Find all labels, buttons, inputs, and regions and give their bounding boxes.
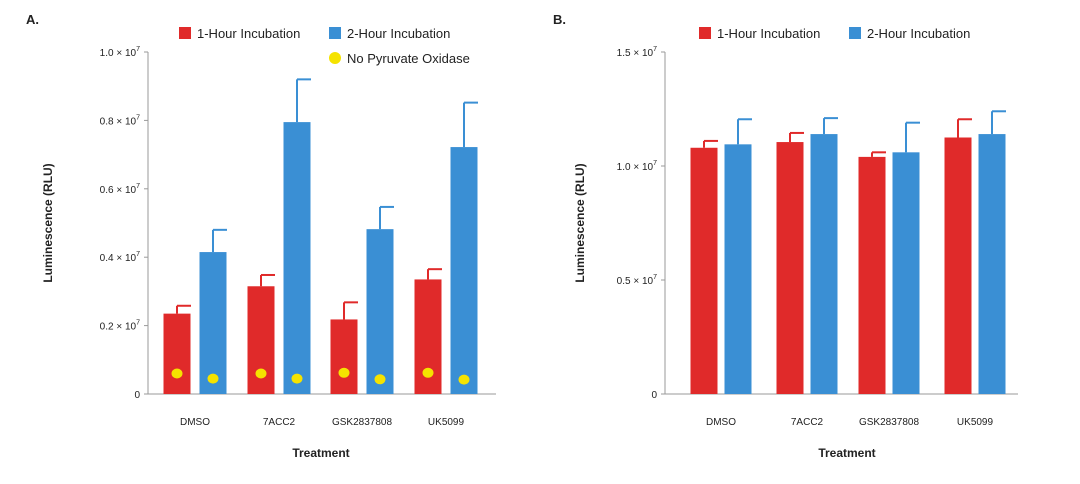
no-pyruvate-oxidase-point xyxy=(171,368,183,379)
x-tick-label: UK5099 xyxy=(428,417,465,428)
y-tick-label: 0.4 × 107 xyxy=(100,251,140,264)
no-pyruvate-oxidase-point xyxy=(291,373,303,384)
y-tick-label: 0 xyxy=(651,390,657,401)
x-tick-label: DMSO xyxy=(706,417,736,428)
x-tick-label: 7ACC2 xyxy=(791,417,824,428)
bar-2h-7acc2 xyxy=(810,134,838,394)
y-tick-label: 0 xyxy=(134,390,140,401)
plot-area-a: 0 0.2 × 107 0.4 × 107 0.6 × 107 0.8 × 107 1.0… xyxy=(100,46,496,428)
bar-2h-gsk2837808 xyxy=(366,229,394,394)
no-pyruvate-oxidase-point xyxy=(458,374,470,385)
y-tick-label: 1.0 × 107 xyxy=(617,160,657,173)
x-tick-label: GSK2837808 xyxy=(332,417,392,428)
y-tick-label: 1.0 × 107 xyxy=(100,46,140,59)
y-tick-label: 0.2 × 107 xyxy=(100,320,140,333)
no-pyruvate-oxidase-point xyxy=(338,367,350,378)
no-pyruvate-oxidase-point xyxy=(255,368,267,379)
no-pyruvate-oxidase-point xyxy=(207,373,219,384)
legend-b-label-2h: 2-Hour Incubation xyxy=(867,26,970,41)
bar-2h-uk5099 xyxy=(450,147,478,394)
legend-a-swatch-1h xyxy=(179,27,191,39)
panel-b: B. 1-Hour Incubation 2-Hour Incubation L… xyxy=(553,12,1018,460)
no-pyruvate-oxidase-point xyxy=(422,367,434,378)
y-tick-label: 0.5 × 107 xyxy=(617,274,657,287)
bar-1h-dmso xyxy=(163,313,191,394)
bar-2h-dmso xyxy=(724,144,752,394)
bar-1h-gsk2837808 xyxy=(330,319,358,394)
legend-a-label-no-po: No Pyruvate Oxidase xyxy=(347,51,470,66)
x-tick-label: GSK2837808 xyxy=(859,417,919,428)
bar-1h-7acc2 xyxy=(776,142,804,394)
panel-a: A. 1-Hour Incubation 2-Hour Incubation N… xyxy=(26,12,496,460)
x-tick-label: 7ACC2 xyxy=(263,417,296,428)
bar-2h-dmso xyxy=(199,252,227,394)
y-axis-title-a: Luminescence (RLU) xyxy=(41,163,55,282)
legend-a-label-1h: 1-Hour Incubation xyxy=(197,26,300,41)
no-pyruvate-oxidase-point xyxy=(374,374,386,385)
legend-b: 1-Hour Incubation 2-Hour Incubation xyxy=(699,26,970,41)
bar-1h-gsk2837808 xyxy=(858,156,886,394)
bar-2h-7acc2 xyxy=(283,122,311,395)
y-tick-label: 1.5 × 107 xyxy=(617,46,657,59)
legend-b-swatch-1h xyxy=(699,27,711,39)
legend-b-swatch-2h xyxy=(849,27,861,39)
plot-area-b: 0 0.5 × 107 1.0 × 107 1.5 × 107 DMSO 7ACC2 GSK… xyxy=(617,46,1018,428)
legend-a-label-2h: 2-Hour Incubation xyxy=(347,26,450,41)
legend-b-label-1h: 1-Hour Incubation xyxy=(717,26,820,41)
bar-2h-uk5099 xyxy=(978,134,1006,394)
y-tick-label: 0.6 × 107 xyxy=(100,183,140,196)
x-tick-label: UK5099 xyxy=(957,417,994,428)
bar-2h-gsk2837808 xyxy=(892,152,920,394)
panel-b-label: B. xyxy=(553,12,566,27)
y-axis-title-b: Luminescence (RLU) xyxy=(573,163,587,282)
legend-a-swatch-no-po xyxy=(329,52,341,64)
bar-1h-dmso xyxy=(690,147,718,394)
legend-a: 1-Hour Incubation 2-Hour Incubation No P… xyxy=(179,26,470,66)
panel-a-label: A. xyxy=(26,12,39,27)
x-axis-title-a: Treatment xyxy=(292,446,349,460)
x-axis-title-b: Treatment xyxy=(818,446,875,460)
y-tick-label: 0.8 × 107 xyxy=(100,114,140,127)
bar-1h-uk5099 xyxy=(944,137,972,394)
x-tick-label: DMSO xyxy=(180,417,210,428)
legend-a-swatch-2h xyxy=(329,27,341,39)
